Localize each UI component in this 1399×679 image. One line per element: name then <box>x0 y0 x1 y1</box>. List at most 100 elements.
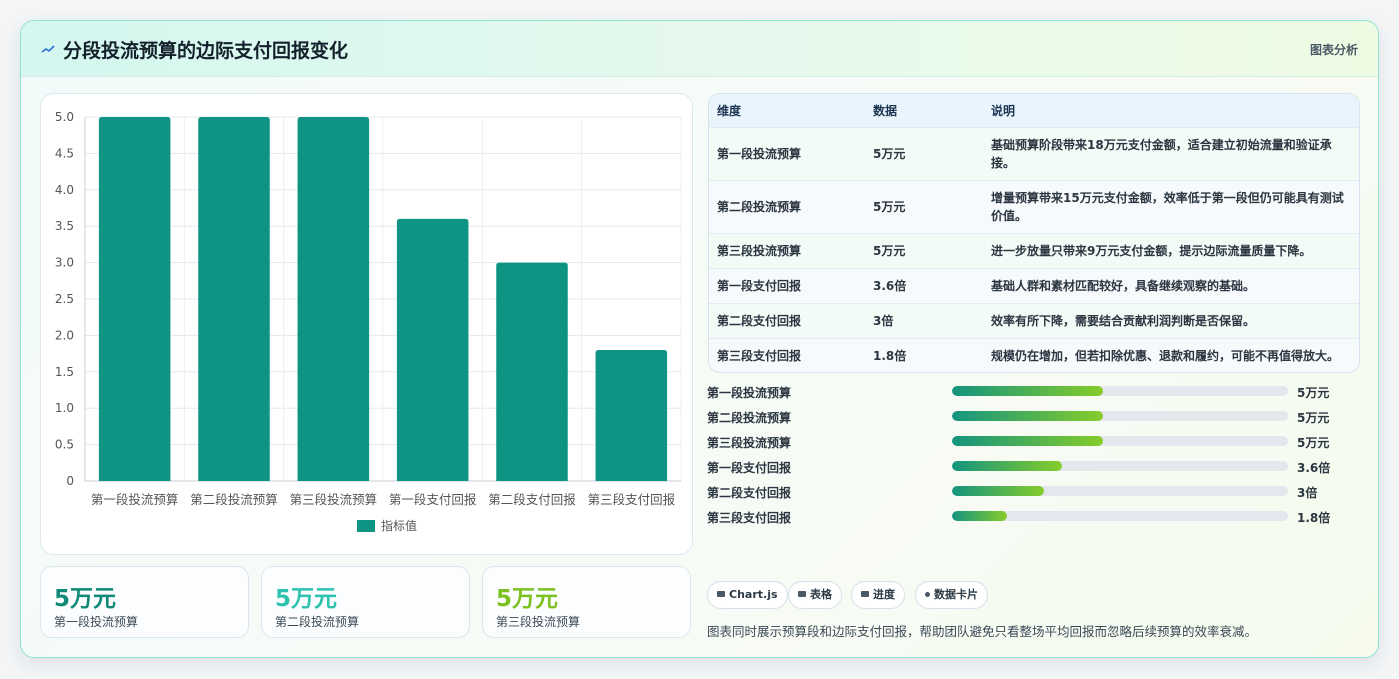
table-cell-data: 5万元 <box>873 243 906 258</box>
table-cell-description: 基础人群和素材匹配较好，具备继续观察的基础。 <box>991 278 1256 293</box>
table-cell-description: 基础预算阶段带来18万元支付金额，适合建立初始流量和验证承接。 <box>991 137 1332 170</box>
column-header-description: 说明 <box>991 103 1016 118</box>
table-row: 第三段支付回报 1.8倍 规模仍在增加，但若扣除优惠、退款和履约，可能不再值得放… <box>709 338 1359 372</box>
progress-value: 5万元 <box>1297 411 1330 425</box>
bar <box>496 262 568 481</box>
column-header-data: 数据 <box>873 103 898 118</box>
chart-card: 分段投流预算的边际支付回报变化 图表分析 0 0.5 1.0 1.5 2.0 2.5 3.0… <box>20 20 1379 658</box>
progress-row: 第三段支付回报 1.8倍 <box>707 506 1360 526</box>
chip-chartjs[interactable]: Chart.js <box>707 581 788 609</box>
progress-value: 1.8倍 <box>1297 511 1331 525</box>
chart-analysis-label: 图表分析 <box>1309 43 1358 57</box>
table-row: 第一段投流预算 5万元 基础预算阶段带来18万元支付金额，适合建立初始流量和验证… <box>709 127 1359 180</box>
chip-label: 数据卡片 <box>934 588 978 601</box>
table-cell-description: 效率有所下降，需要结合贡献利润判断是否保留。 <box>991 313 1256 328</box>
chip-table[interactable]: 表格 <box>788 581 842 609</box>
progress-row: 第二段支付回报 3倍 <box>707 481 1360 501</box>
progress-track <box>952 486 1288 496</box>
table-row: 第三段投流预算 5万元 进一步放量只带来9万元支付金额，提示边际流量质量下降。 <box>709 233 1359 268</box>
x-tick-label: 第一段支付回报 <box>389 492 477 507</box>
progress-value: 3.6倍 <box>1297 461 1331 475</box>
bar <box>297 117 370 481</box>
table-cell-dimension: 第二段投流预算 <box>717 199 802 214</box>
bar <box>98 117 171 481</box>
progress-label: 第三段支付回报 <box>707 511 792 525</box>
x-tick-label: 第二段投流预算 <box>190 492 278 507</box>
trend-icon <box>41 45 55 53</box>
card-header: 分段投流预算的边际支付回报变化 图表分析 <box>21 21 1378 77</box>
kpi-value: 5万元 <box>275 586 338 612</box>
progress-value: 3倍 <box>1297 486 1318 500</box>
chart-icon <box>717 591 725 597</box>
sparkle-icon <box>925 592 930 597</box>
progress-track <box>952 511 1288 521</box>
page-title: 分段投流预算的边际支付回报变化 <box>63 40 349 62</box>
y-tick-label: 2.5 <box>55 292 74 306</box>
chip-progress[interactable]: 进度 <box>851 581 905 609</box>
progress-fill <box>952 411 1104 421</box>
chip-label: Chart.js <box>729 588 778 601</box>
x-tick-label: 第三段支付回报 <box>588 492 676 507</box>
table-cell-description: 规模仍在增加，但若扣除优惠、退款和履约，可能不再值得放大。 <box>991 348 1340 363</box>
progress-value: 5万元 <box>1297 436 1330 450</box>
progress-fill <box>952 486 1044 496</box>
kpi-label: 第二段投流预算 <box>275 615 360 629</box>
progress-track <box>952 436 1288 446</box>
table-row: 第二段支付回报 3倍 效率有所下降，需要结合贡献利润判断是否保留。 <box>709 303 1359 338</box>
legend-swatch <box>357 520 375 532</box>
table-cell-description: 增量预算带来15万元支付金额，效率低于第一段但仍可能具有测试价值。 <box>991 190 1344 223</box>
bar-chart: 0 0.5 1.0 1.5 2.0 2.5 3.0 3.5 4.0 4.5 5.0 第一段投流预算 第二… <box>40 93 693 555</box>
kpi-card: 5万元 第一段投流预算 <box>40 566 249 638</box>
column-header-dimension: 维度 <box>717 103 742 118</box>
progress-row: 第一段投流预算 5万元 <box>707 381 1360 401</box>
kpi-label: 第三段投流预算 <box>496 615 581 629</box>
table-cell-data: 5万元 <box>873 199 906 214</box>
table-cell-dimension: 第三段支付回报 <box>717 348 802 363</box>
progress-label: 第二段投流预算 <box>707 411 792 425</box>
progress-label: 第二段支付回报 <box>707 486 792 500</box>
table-header-row: 维度 数据 说明 <box>709 94 1359 127</box>
progress-row: 第二段投流预算 5万元 <box>707 406 1360 426</box>
table-cell-data: 3.6倍 <box>873 278 907 293</box>
chip-label: 进度 <box>873 588 895 601</box>
progress-label: 第一段投流预算 <box>707 386 792 400</box>
y-tick-label: 2.0 <box>55 328 74 342</box>
table-cell-data: 3倍 <box>873 313 894 328</box>
progress-row: 第一段支付回报 3.6倍 <box>707 456 1360 476</box>
y-tick-label: 0.5 <box>55 438 74 452</box>
table-icon <box>798 591 806 597</box>
bar <box>198 117 270 481</box>
table-row: 第二段投流预算 5万元 增量预算带来15万元支付金额，效率低于第一段但仍可能具有… <box>709 180 1359 233</box>
y-tick-label: 1.0 <box>55 401 74 415</box>
x-tick-label: 第一段投流预算 <box>91 492 179 507</box>
y-tick-label: 1.5 <box>55 365 74 379</box>
y-tick-label: 0 <box>66 474 74 488</box>
y-tick-label: 4.5 <box>55 146 74 160</box>
progress-list: 第一段投流预算 5万元 第二段投流预算 5万元 第三段投流预算 5万元 第一段支… <box>707 381 1360 531</box>
table-cell-dimension: 第二段支付回报 <box>717 313 802 328</box>
x-tick-label: 第三段投流预算 <box>290 492 378 507</box>
kpi-value: 5万元 <box>496 586 559 612</box>
table-cell-data: 1.8倍 <box>873 348 907 363</box>
progress-track <box>952 411 1288 421</box>
kpi-card: 5万元 第三段投流预算 <box>482 566 691 638</box>
progress-icon <box>861 591 869 597</box>
kpi-cards: 5万元 第一段投流预算 5万元 第二段投流预算 5万元 第三段投流预算 <box>40 566 693 638</box>
chip-data-cards[interactable]: 数据卡片 <box>915 581 988 609</box>
data-table: 维度 数据 说明 第一段投流预算 5万元 基础预算阶段带来18万元支付金额，适合… <box>708 93 1360 373</box>
bar <box>396 218 469 482</box>
y-tick-label: 5.0 <box>55 110 74 124</box>
progress-label: 第一段支付回报 <box>707 461 792 475</box>
progress-fill <box>952 386 1104 396</box>
kpi-card: 5万元 第二段投流预算 <box>261 566 470 638</box>
table-cell-description: 进一步放量只带来9万元支付金额，提示边际流量质量下降。 <box>991 243 1312 258</box>
progress-track <box>952 461 1288 471</box>
y-tick-label: 4.0 <box>55 183 74 197</box>
legend-label: 指标值 <box>381 518 417 533</box>
footnote: 图表同时展示预算段和边际支付回报，帮助团队避免只看整场平均回报而忽略后续预算的效… <box>707 624 1258 639</box>
kpi-value: 5万元 <box>54 586 117 612</box>
progress-row: 第三段投流预算 5万元 <box>707 431 1360 451</box>
table-cell-dimension: 第一段支付回报 <box>717 278 802 293</box>
y-tick-label: 3.5 <box>55 219 74 233</box>
